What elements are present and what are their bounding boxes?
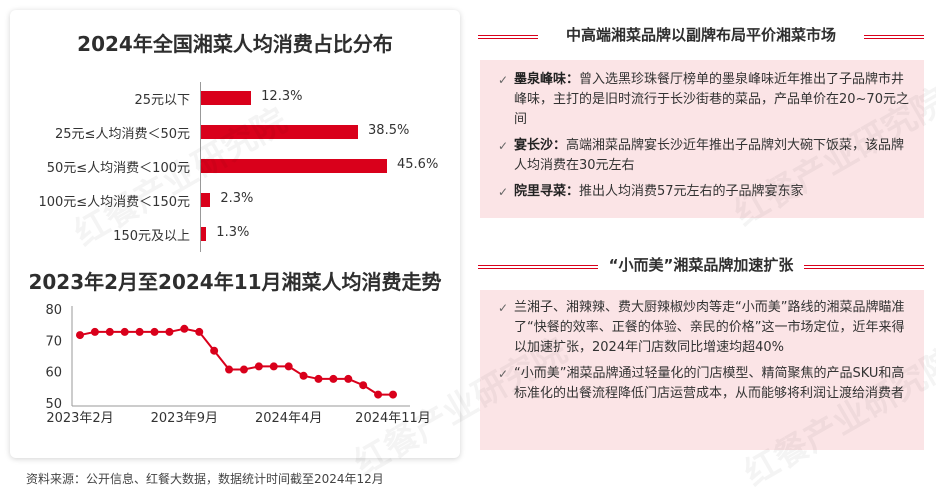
data-point — [254, 362, 263, 371]
x-tick-label: 2023年9月 — [151, 411, 218, 426]
bar — [201, 125, 359, 139]
data-point — [329, 374, 338, 383]
data-point — [105, 327, 114, 336]
bar-value-label: 2.3% — [220, 191, 254, 206]
data-point — [76, 331, 84, 340]
check-icon: ✓ — [498, 139, 509, 153]
bullet-brand: 墨泉峰味： — [514, 72, 580, 87]
header-rule-left — [478, 265, 598, 269]
y-tick-label: 50 — [45, 397, 62, 412]
x-tick-label: 2024年4月 — [255, 411, 322, 426]
x-tick-label: 2024年11月 — [355, 411, 431, 426]
charts-card — [10, 10, 460, 458]
header-rule-left — [478, 35, 538, 39]
data-point — [239, 365, 248, 374]
check-icon: ✓ — [498, 73, 509, 87]
check-icon: ✓ — [498, 367, 509, 381]
bar — [201, 91, 252, 105]
bar — [201, 227, 207, 241]
section1-box: ✓ 墨泉峰味：曾入选黑珍珠餐厅榜单的墨泉峰味近年推出了子品牌市井峰味，主打的是旧时… — [480, 60, 924, 218]
bar-category-label: 25元≤人均消费＜50元 — [55, 127, 190, 142]
bullet-item: ✓ 宴长沙：高端湘菜品牌宴长沙近年推出子品牌刘大碗下饭菜，该品牌人均消费在30元左… — [492, 136, 912, 176]
bullet-text: 推出人均消费57元左右的子品牌宴东家 — [579, 184, 804, 199]
data-point — [90, 327, 99, 336]
bar-value-label: 1.3% — [216, 225, 250, 240]
bullet-item: ✓ “小而美”湘菜品牌通过轻量化的门店模型、精简聚焦的产品SKU和高标准化的出餐流… — [492, 364, 912, 404]
bullet-brand: 院里寻菜： — [514, 184, 580, 199]
data-point — [374, 390, 383, 399]
data-point — [135, 327, 144, 336]
data-point — [314, 374, 323, 383]
bar-value-label: 12.3% — [261, 89, 303, 104]
y-tick-label: 60 — [45, 366, 62, 381]
header-rule-right — [864, 35, 924, 39]
source-note: 资料来源：公开信息、红餐大数据，数据统计时间截至2024年12月 — [26, 472, 384, 486]
bar-value-label: 45.6% — [397, 157, 439, 172]
bar-category-label: 100元≤人均消费＜150元 — [38, 195, 190, 210]
bar — [201, 193, 211, 207]
bullet-text: 曾入选黑珍珠餐厅榜单的墨泉峰味近年推出了子品牌市井峰味，主打的是旧时流行于长沙街… — [514, 72, 909, 127]
bar-category-label: 150元及以上 — [113, 229, 190, 244]
section2-box: ✓ 兰湘子、湘辣辣、费大厨辣椒炒肉等走“小而美”路线的湘菜品牌瞄准了“快餐的效率、… — [480, 290, 924, 450]
bullet-brand: 宴长沙： — [514, 138, 567, 153]
bullet-text: 高端湘菜品牌宴长沙近年推出子品牌刘大碗下饭菜，该品牌人均消费在30元左右 — [514, 138, 905, 173]
bullet-text: 兰湘子、湘辣辣、费大厨辣椒炒肉等走“小而美”路线的湘菜品牌瞄准了“快餐的效率、正… — [514, 300, 905, 355]
section2-title: “小而美”湘菜品牌加速扩张 — [602, 256, 800, 274]
data-point — [120, 327, 129, 336]
bar — [201, 159, 387, 173]
bar-value-label: 38.5% — [368, 123, 410, 138]
check-icon: ✓ — [498, 301, 509, 315]
data-point — [150, 327, 159, 336]
bullet-item: ✓ 墨泉峰味：曾入选黑珍珠餐厅榜单的墨泉峰味近年推出了子品牌市井峰味，主打的是旧时… — [492, 70, 912, 130]
data-point — [269, 362, 278, 371]
section1-header: 中高端湘菜品牌以副牌布局平价湘菜市场 — [478, 24, 924, 48]
line-chart: 50 60 70 80 2023年2月 2023年9月 2024年4月 2024年11月 — [45, 303, 431, 426]
bar-category-label: 25元以下 — [134, 93, 190, 108]
header-rule-right — [804, 265, 924, 269]
data-point — [225, 365, 234, 374]
x-tick-label: 2023年2月 — [46, 411, 113, 426]
data-point — [180, 324, 189, 333]
data-point — [299, 371, 308, 380]
section2-header: “小而美”湘菜品牌加速扩张 — [478, 254, 924, 278]
line-chart-title: 2023年2月至2024年11月湘菜人均消费走势 — [28, 270, 442, 294]
bullet-item: ✓ 兰湘子、湘辣辣、费大厨辣椒炒肉等走“小而美”路线的湘菜品牌瞄准了“快餐的效率、… — [492, 298, 912, 358]
check-icon: ✓ — [498, 185, 509, 199]
data-point — [284, 362, 293, 371]
data-point — [359, 381, 368, 390]
bullet-item: ✓ 院里寻菜：推出人均消费57元左右的子品牌宴东家 — [492, 182, 912, 202]
bullet-text: “小而美”湘菜品牌通过轻量化的门店模型、精简聚焦的产品SKU和高标准化的出餐流程… — [514, 366, 905, 401]
y-tick-label: 80 — [45, 303, 62, 318]
data-point — [195, 327, 204, 336]
data-point — [210, 346, 219, 355]
bar-chart-title: 2024年全国湘菜人均消费占比分布 — [77, 32, 393, 56]
bar-category-label: 50元≤人均消费＜100元 — [46, 161, 190, 176]
y-tick-label: 70 — [45, 334, 62, 349]
series-line — [79, 327, 393, 396]
section1-title: 中高端湘菜品牌以副牌布局平价湘菜市场 — [559, 26, 842, 44]
data-point — [165, 327, 174, 336]
data-point — [344, 374, 353, 383]
bar-chart-axis — [200, 82, 201, 252]
data-point — [389, 390, 397, 399]
